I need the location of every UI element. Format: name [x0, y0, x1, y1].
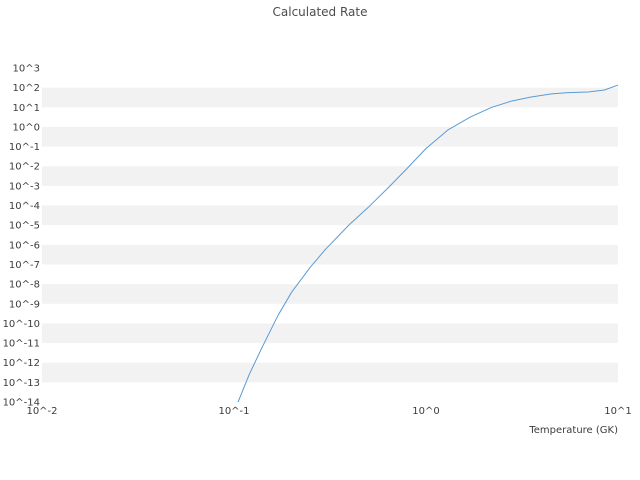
y-tick-label: 10^-13 [3, 378, 40, 389]
y-tick-label: 10^-2 [9, 162, 40, 173]
grid-band [42, 323, 618, 344]
grid-bands [42, 87, 618, 383]
y-tick-label: 10^2 [13, 83, 40, 94]
x-axis-label: Temperature (GK) [528, 425, 618, 436]
grid-band [42, 284, 618, 304]
y-tick-label: 10^1 [13, 103, 40, 114]
grid-band [42, 362, 618, 383]
y-tick-label: 10^3 [13, 64, 40, 75]
grid-band [42, 126, 618, 147]
grid-band [42, 205, 618, 226]
y-tick-label: 10^-9 [9, 299, 40, 310]
y-tick-label: 10^-14 [3, 398, 40, 409]
x-tick-label: 10^0 [412, 406, 439, 417]
y-tick-label: 10^-10 [3, 319, 40, 330]
y-tick-label: 10^-8 [9, 280, 40, 291]
y-tick-label: 10^-6 [9, 240, 40, 251]
y-tick-labels: 10^3 10^2 10^1 10^0 10^-1 10^-2 10^-3 10^-4 10^-… [3, 64, 40, 409]
y-tick-label: 10^-3 [9, 181, 40, 192]
y-tick-label: 10^-1 [9, 142, 40, 153]
x-tick-label: 10^1 [604, 406, 631, 417]
x-tick-label: 10^-2 [26, 406, 57, 417]
x-tick-labels: 10^-2 10^-1 10^0 10^1 [26, 406, 631, 417]
grid-band [42, 166, 618, 186]
grid-band [42, 244, 618, 265]
y-tick-label: 10^-11 [3, 339, 40, 350]
rate-line [237, 84, 619, 403]
y-tick-label: 10^-5 [9, 221, 40, 232]
y-tick-label: 10^-4 [9, 201, 40, 212]
grid-band [42, 87, 618, 108]
y-tick-label: 10^-12 [3, 358, 40, 369]
x-tick-label: 10^-1 [218, 406, 249, 417]
chart-title: Calculated Rate [273, 5, 368, 19]
rate-line-group [237, 84, 619, 403]
y-tick-label: 10^-7 [9, 260, 40, 271]
y-tick-label: 10^0 [13, 122, 40, 133]
